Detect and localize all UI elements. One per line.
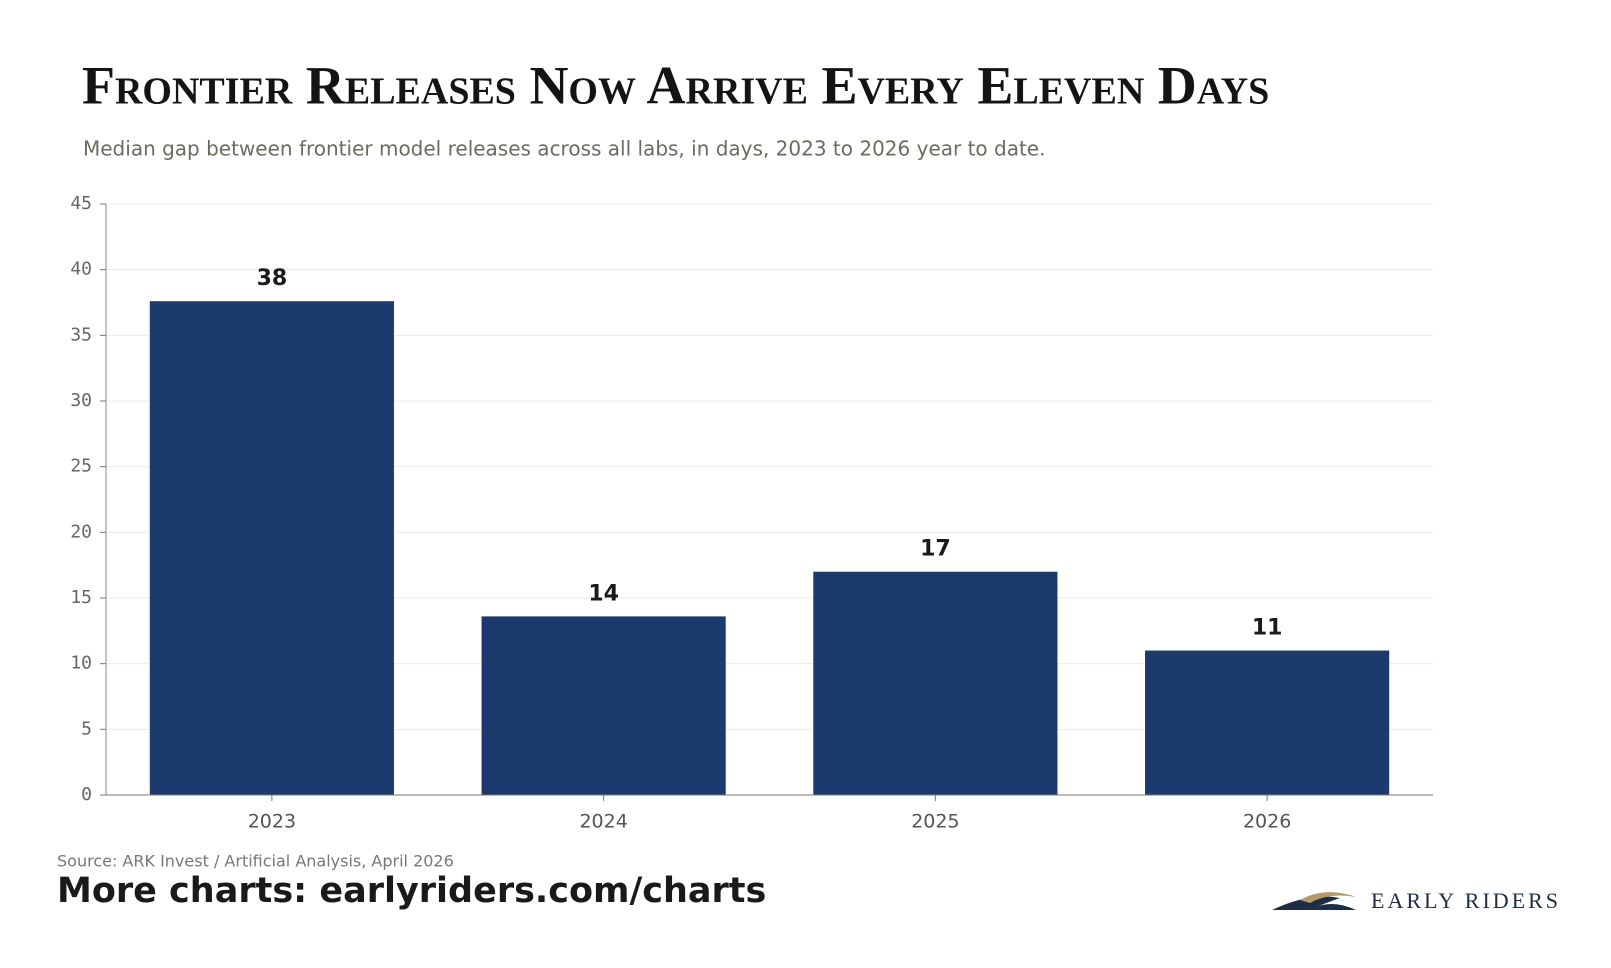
y-tick-label: 0 — [81, 784, 92, 805]
y-tick-label: 20 — [70, 521, 92, 542]
y-tick-label: 10 — [70, 653, 92, 674]
x-tick-label: 2025 — [911, 811, 959, 833]
value-label: 14 — [588, 581, 619, 606]
bar — [1145, 650, 1390, 795]
logo-mark — [1310, 904, 1356, 910]
chart-subtitle: Median gap between frontier model releas… — [83, 137, 1045, 161]
y-tick-label: 15 — [70, 587, 92, 608]
y-tick-label: 40 — [70, 259, 92, 280]
bar — [813, 571, 1058, 795]
value-label: 17 — [920, 537, 951, 562]
y-tick-label: 45 — [70, 193, 92, 214]
x-tick-label: 2026 — [1243, 811, 1291, 833]
source: Source: ARK Invest / Artificial Analysis… — [57, 852, 454, 871]
y-tick-label: 25 — [70, 456, 92, 477]
brand: EARLY RIDERS — [1371, 888, 1561, 913]
bar — [149, 301, 394, 795]
logo-mark — [1272, 896, 1340, 910]
y-tick-label: 35 — [70, 324, 92, 345]
cta: More charts: earlyriders.com/charts — [57, 871, 766, 911]
logo-mark — [1300, 892, 1356, 903]
x-tick-label: 2024 — [579, 811, 627, 833]
x-tick-label: 2023 — [248, 811, 296, 833]
y-tick-label: 5 — [81, 718, 92, 739]
value-label: 38 — [257, 266, 288, 291]
bar — [481, 616, 726, 795]
logo — [1272, 892, 1356, 910]
value-label: 11 — [1252, 616, 1283, 641]
y-tick-label: 30 — [70, 390, 92, 411]
chart-title: Frontier Releases Now Arrive Every Eleve… — [82, 55, 1269, 115]
